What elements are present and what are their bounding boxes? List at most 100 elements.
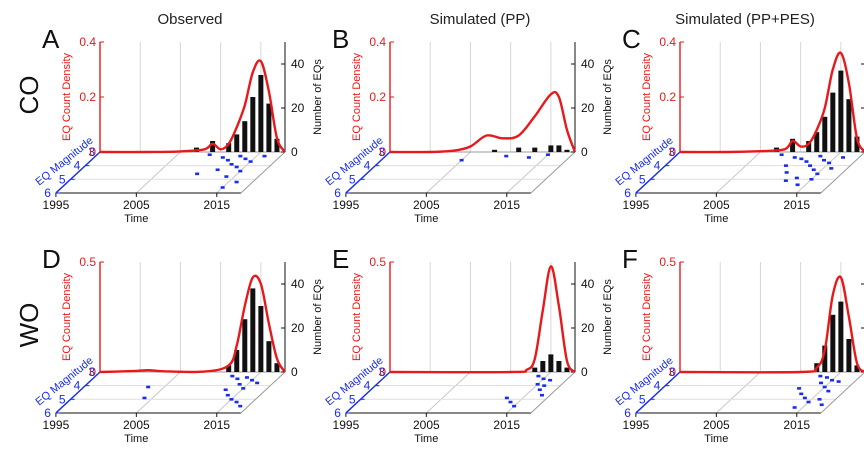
count-tick-label: 0	[291, 145, 298, 159]
scatter-point	[794, 176, 799, 180]
density-curve	[99, 274, 287, 374]
panel-b: B 0.4 0.2 0 EQ Count Density 40 20 0 Number of E…	[323, 24, 614, 225]
magnitude-tick-label: 4	[654, 159, 661, 173]
scatter-point	[241, 387, 246, 390]
panel-d: D 0.5 0 EQ Count Density 40 20 0 Number of EQs 3…	[33, 244, 324, 445]
magnitude-tick-label: 4	[364, 159, 371, 173]
histogram-bar	[806, 141, 812, 152]
scatter-point	[234, 400, 239, 404]
side-floor-edge	[530, 371, 576, 414]
histogram-bar	[250, 288, 256, 372]
scatter-point	[826, 389, 831, 393]
scatter-point	[795, 183, 800, 187]
magnitude-tick-label: 5	[349, 392, 356, 406]
density-tick-label: 0.4	[79, 35, 96, 49]
scatter-point	[526, 156, 531, 159]
time-tick-label: 2015	[493, 418, 520, 432]
histogram-bar	[556, 145, 562, 152]
magnitude-axis-line	[635, 371, 681, 414]
density-axis-label: EQ Count Density	[351, 52, 363, 141]
scatter-point	[255, 381, 260, 385]
magnitude-tick-label: 3	[88, 365, 95, 379]
floor-gridline	[715, 371, 761, 414]
magnitude-axis-line	[345, 371, 391, 414]
histogram-bar	[790, 138, 796, 152]
scatter-point	[809, 178, 814, 181]
magnitude-tick-label: 6	[44, 406, 51, 420]
scatter-point	[815, 172, 820, 176]
count-tick-label: 40	[581, 57, 595, 71]
histogram-bar	[266, 341, 272, 372]
time-tick-label: 2005	[703, 418, 730, 432]
floor-gridline	[135, 371, 181, 414]
density-tick-label: 0	[669, 145, 676, 159]
scatter-point	[804, 160, 809, 163]
scatter-point	[829, 167, 834, 170]
scatter-point	[142, 396, 147, 400]
density-axis-label: EQ Count Density	[61, 272, 73, 361]
time-tick-label: 2005	[703, 198, 730, 212]
histogram-bar	[822, 345, 828, 372]
histogram-bar	[532, 147, 538, 152]
scatter-point	[836, 380, 841, 383]
histogram-bar	[250, 97, 256, 152]
magnitude-tick-label: 4	[74, 159, 81, 173]
panel-letter: F	[622, 244, 638, 274]
panel-e: E 0.5 0 EQ Count Density 40 20 0 Number of EQs 3…	[323, 244, 614, 445]
panel-letter: B	[332, 24, 349, 54]
scatter-point	[220, 156, 225, 159]
scatter-point	[235, 377, 240, 381]
side-floor-edge	[530, 151, 576, 194]
density-tick-label: 0	[669, 365, 676, 379]
histogram-bar	[564, 367, 570, 372]
density-tick-label: 0.4	[659, 35, 676, 49]
panel-letter: C	[622, 24, 641, 54]
count-tick-label: 0	[581, 365, 588, 379]
histogram-bar	[226, 143, 232, 152]
count-tick-label: 0	[581, 145, 588, 159]
histogram-bar	[516, 147, 522, 152]
magnitude-tick-label: 3	[668, 145, 675, 159]
density-tick-label: 0.4	[369, 35, 386, 49]
scatter-point	[215, 168, 220, 172]
density-curve	[679, 275, 864, 374]
panel-letter: E	[332, 244, 349, 274]
count-axis-label: Number of EQs	[312, 279, 324, 355]
density-axis-label: EQ Count Density	[641, 52, 653, 141]
scatter-point	[827, 161, 832, 165]
scatter-point	[223, 388, 228, 392]
histogram-bar	[210, 141, 216, 152]
histogram-bar	[274, 363, 280, 372]
density-tick-label: 0.2	[659, 90, 676, 104]
magnitude-tick-label: 5	[59, 392, 66, 406]
density-tick-label: 0.5	[659, 255, 676, 269]
histogram-bar	[258, 75, 264, 152]
histogram-bar	[846, 339, 852, 372]
scatter-point	[802, 396, 807, 400]
density-axis-label: EQ Count Density	[641, 272, 653, 361]
side-floor-edge	[820, 152, 864, 194]
magnitude-tick-label: 5	[639, 172, 646, 186]
count-tick-label: 40	[291, 57, 305, 71]
count-tick-label: 20	[291, 321, 305, 335]
floor-gridline	[425, 371, 471, 414]
histogram-bar	[838, 70, 844, 152]
scatter-point	[822, 385, 827, 389]
scatter-point	[225, 393, 230, 397]
scatter-point	[783, 179, 788, 182]
scatter-point	[545, 153, 550, 157]
density-tick-label: 0	[379, 365, 386, 379]
row-label-co: CO	[14, 76, 44, 115]
scatter-point	[536, 374, 541, 378]
density-tick-label: 0.5	[79, 255, 96, 269]
magnitude-axis-line	[345, 151, 391, 194]
histogram-bar	[540, 361, 546, 372]
density-curve	[99, 59, 287, 154]
scatter-point	[779, 153, 784, 157]
scatter-point	[817, 398, 822, 401]
density-tick-label: 0	[89, 365, 96, 379]
time-axis-label: Time	[124, 213, 148, 225]
density-tick-label: 0.2	[369, 90, 386, 104]
scatter-point	[792, 406, 797, 409]
scatter-point	[508, 400, 513, 404]
